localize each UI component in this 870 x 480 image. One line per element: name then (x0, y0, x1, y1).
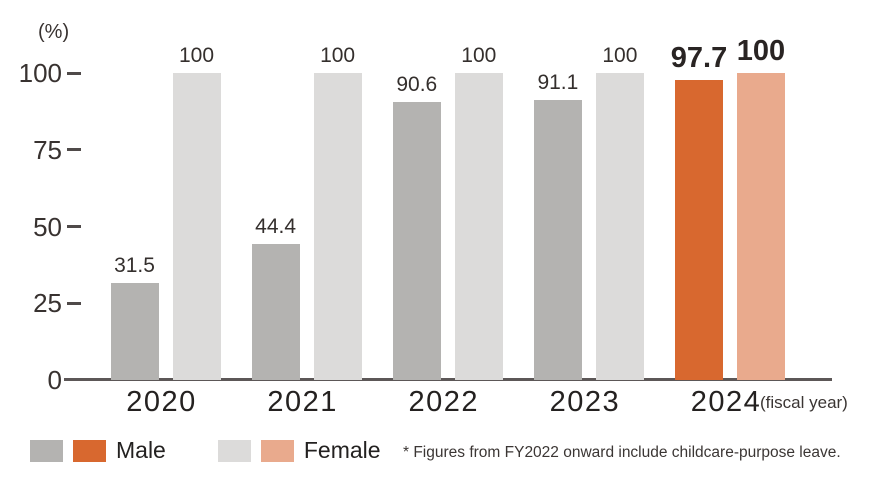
footnote: * Figures from FY2022 onward include chi… (403, 444, 841, 461)
x-tick-label-2023: 2023 (549, 386, 621, 418)
y-tick-label: 75 (33, 134, 62, 165)
value-label-male-2022: 90.6 (396, 72, 438, 96)
legend-item-female: Female (217, 437, 433, 464)
bar-female-2021 (313, 73, 362, 380)
value-label-female-2022: 100 (461, 44, 497, 67)
y-tick-mark (67, 301, 81, 305)
y-tick-mark (67, 71, 81, 75)
y-tick-mark (67, 148, 81, 152)
y-tick-label: 50 (33, 211, 62, 242)
bar-female-2020 (172, 73, 221, 380)
y-axis-unit-label: (%) (38, 21, 70, 43)
bar-female-2022 (454, 73, 503, 380)
bar-male-2022 (392, 101, 441, 380)
y-tick-mark (67, 225, 81, 228)
legend: Male Female (30, 437, 433, 464)
bar-female-2023 (595, 73, 644, 380)
legend-swatch-male-normal (30, 439, 63, 462)
y-tick-label: 100 (18, 58, 62, 88)
value-label-male-2021: 44.4 (255, 214, 297, 238)
legend-item-male: Male (30, 437, 218, 464)
legend-swatch-female-normal (217, 439, 251, 462)
value-label-male-2020: 31.5 (114, 254, 155, 278)
value-label-male-2023: 91.1 (537, 71, 579, 95)
legend-label-male: Male (116, 437, 166, 463)
bar-male-2023 (533, 100, 582, 380)
value-label-female-2023: 100 (602, 44, 638, 67)
value-label-female-2024: 100 (736, 35, 786, 67)
x-axis-suffix-label: (fiscal year) (760, 393, 848, 412)
x-axis-line (64, 378, 832, 381)
x-tick-label-2022: 2022 (408, 386, 480, 418)
x-tick-label-2024: 2024 (690, 386, 762, 418)
bar-female-2024 (737, 73, 785, 380)
bar-male-2020 (110, 283, 159, 380)
legend-label-female: Female (303, 437, 381, 463)
x-tick-label-2020: 2020 (126, 386, 197, 418)
y-tick-label: 25 (33, 288, 62, 319)
bar-male-2021 (251, 243, 300, 380)
x-tick-label-2021: 2021 (267, 386, 338, 418)
y-tick-label: 0 (47, 365, 62, 395)
value-label-female-2021: 100 (320, 44, 356, 67)
value-label-female-2020: 100 (178, 44, 215, 67)
legend-swatch-female-highlight (260, 439, 294, 462)
bar-male-2024 (675, 80, 723, 380)
legend-swatch-male-highlight (73, 439, 106, 462)
value-label-male-2024: 97.7 (670, 42, 728, 75)
